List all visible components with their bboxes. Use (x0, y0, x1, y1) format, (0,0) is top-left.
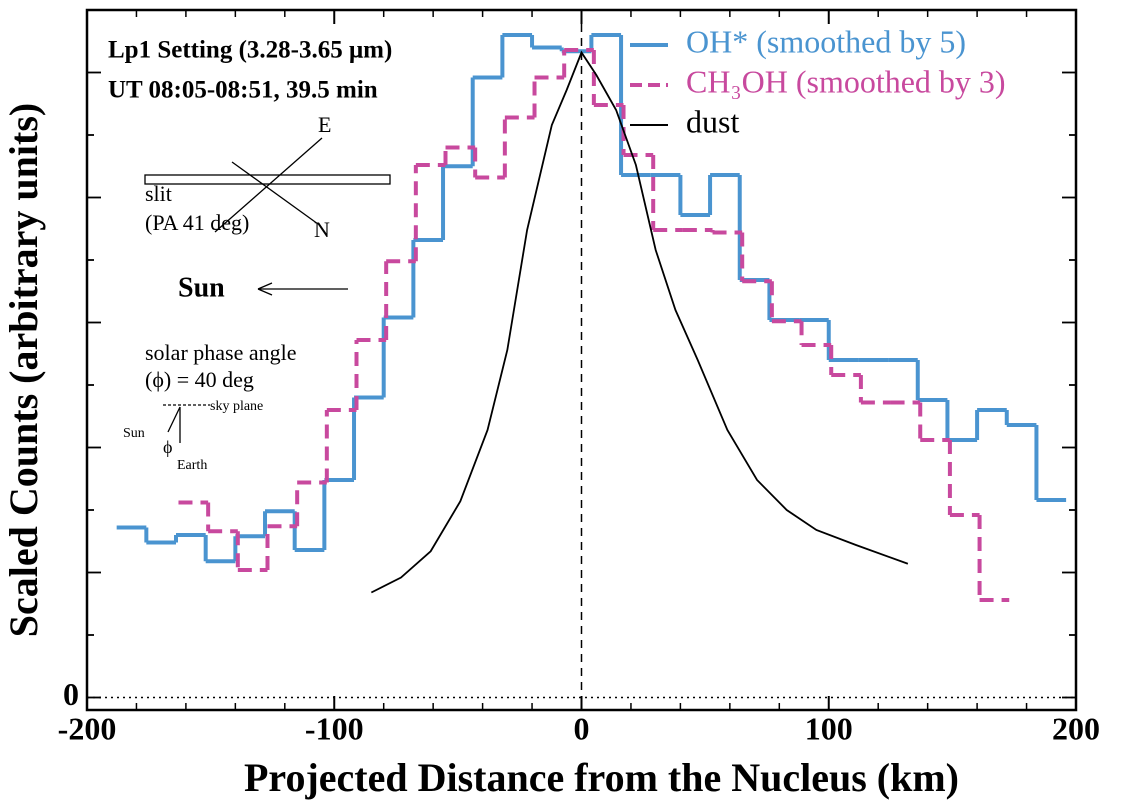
x-axis-label: Projected Distance from the Nucleus (km) (244, 755, 959, 800)
annotation: ϕ (163, 437, 172, 457)
annotation: slit (145, 181, 172, 206)
sun-vector (167, 406, 181, 433)
series-1 (178, 48, 1010, 602)
x-tick-label: -200 (58, 710, 117, 746)
sun-arrowhead (257, 282, 273, 296)
y-tick-label: 0 (63, 676, 79, 712)
annotation: sky plane (210, 399, 263, 414)
legend-label: dust (686, 103, 739, 139)
annotation: N (314, 217, 330, 242)
annotation: (ϕ) = 40 deg (145, 367, 254, 392)
annotation: Lp1 Setting (3.28-3.65 μm) (108, 37, 392, 64)
schematic (144, 137, 391, 443)
annotation: UT 08:05-08:51, 39.5 min (108, 77, 378, 104)
x-tick-label: 200 (1052, 710, 1100, 746)
x-tick-label: -100 (305, 710, 364, 746)
y-axis-label: Scaled Counts (arbitrary units) (1, 103, 46, 637)
n-axis (231, 161, 319, 225)
annotation: (PA 41 deg) (145, 210, 249, 235)
annotation: Sun (123, 426, 145, 441)
x-tick-label: 0 (574, 710, 590, 746)
slit-shape (144, 174, 391, 185)
legend-label: CH₃OH (smoothed by 3) (686, 63, 1006, 99)
annotation: E (318, 112, 331, 137)
e-axis (214, 137, 323, 233)
series-0 (116, 33, 1067, 564)
annotation: solar phase angle (145, 340, 297, 365)
x-tick-label: 100 (805, 710, 853, 746)
annotation: Sun (178, 272, 225, 303)
annotation: Earth (177, 458, 207, 473)
dust-line (370, 50, 909, 594)
legend-label: OH* (smoothed by 5) (686, 23, 966, 59)
